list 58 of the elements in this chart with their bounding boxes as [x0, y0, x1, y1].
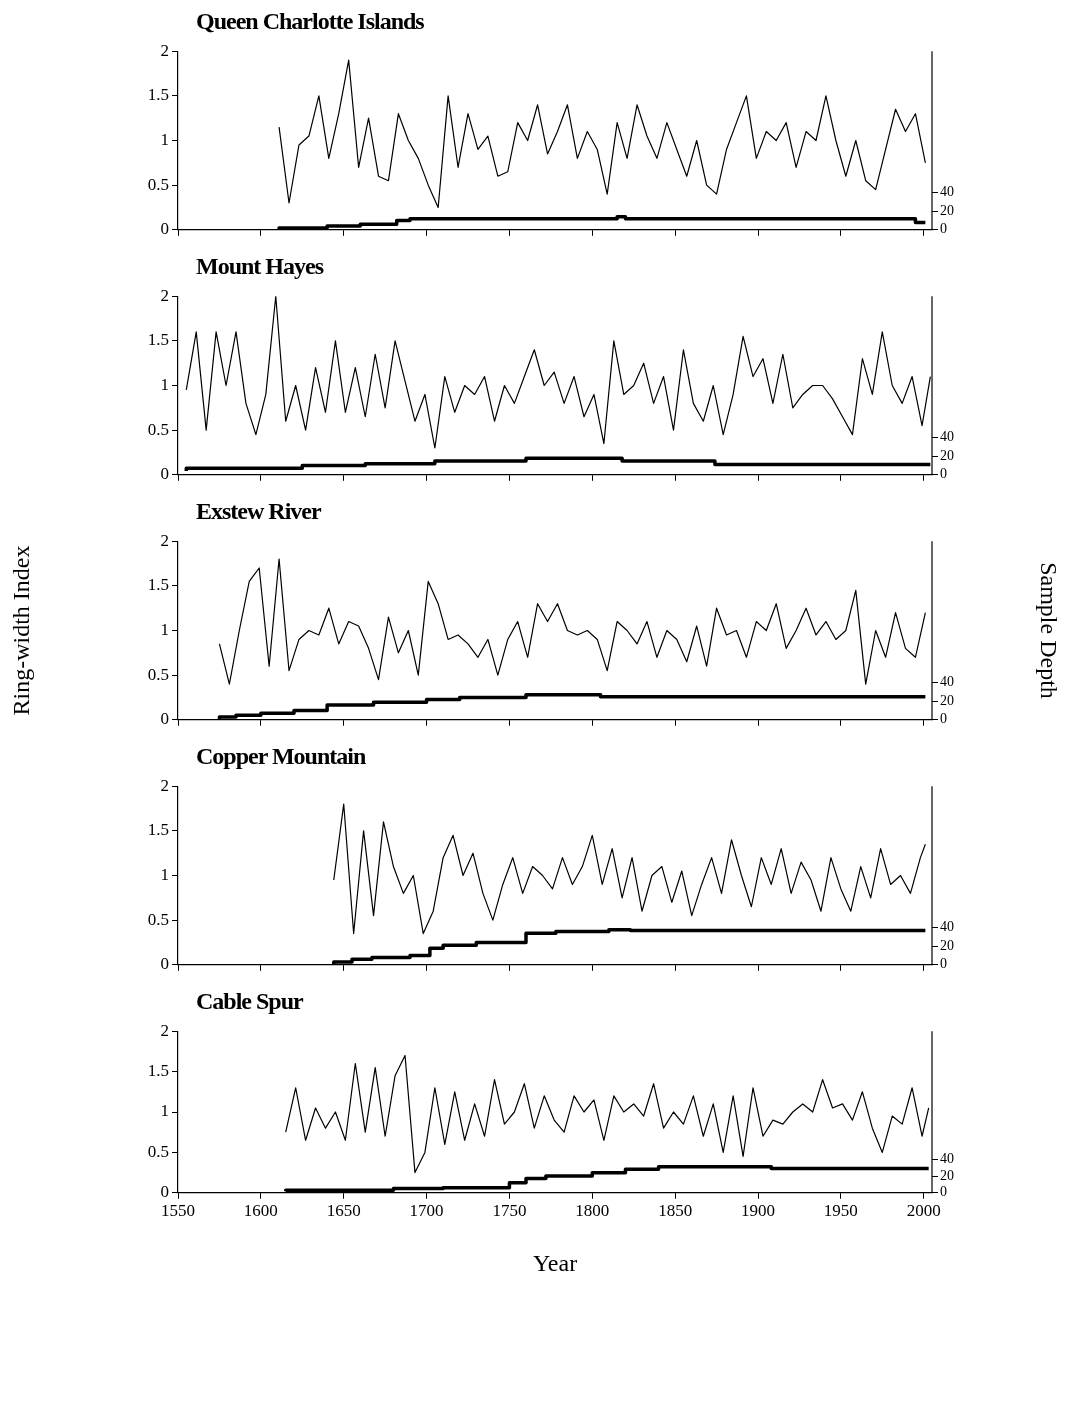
y-tick-label: 0.5 [147, 1141, 169, 1161]
x-tick-label: 1950 [823, 1201, 858, 1221]
y-tick-label: 2 [160, 40, 169, 60]
y-tick-label: 1.5 [147, 85, 169, 105]
y2-tick-label: 20 [940, 937, 954, 953]
y-tick-label: 0.5 [147, 419, 169, 439]
y-tick-label: 1 [160, 864, 169, 884]
x-tick-label: 1700 [409, 1201, 444, 1221]
y-tick-label: 1 [160, 374, 169, 394]
chart-title: Cable Spur [196, 988, 304, 1016]
y-axis-title: Ring-width Index [7, 545, 34, 716]
chart-title: Copper Mountain [196, 743, 367, 771]
y-tick-label: 2 [160, 530, 169, 550]
y-tick-label: 1.5 [147, 575, 169, 595]
y2-tick-label: 0 [940, 221, 947, 237]
y-tick-label: 2 [160, 285, 169, 305]
chart-title: Exstew River [196, 498, 322, 526]
y-tick-label: 0 [160, 1182, 169, 1202]
y-tick-label: 2 [160, 775, 169, 795]
y-tick-label: 1 [160, 619, 169, 639]
chart-title: Queen Charlotte Islands [196, 8, 425, 36]
y-tick-label: 1.5 [147, 1061, 169, 1081]
y-tick-label: 1 [160, 1101, 169, 1121]
x-tick-label: 1600 [243, 1201, 278, 1221]
y2-tick-label: 40 [940, 429, 954, 445]
y2-tick-label: 0 [940, 1184, 947, 1200]
y2-tick-label: 20 [940, 202, 954, 218]
y2-tick-label: 40 [940, 184, 954, 200]
y2-tick-label: 20 [940, 447, 954, 463]
x-axis-title: Year [532, 1249, 578, 1276]
y-tick-label: 0 [160, 464, 169, 484]
y2-tick-label: 20 [940, 692, 954, 708]
y2-tick-label: 40 [940, 1150, 954, 1166]
y-tick-label: 0.5 [147, 174, 169, 194]
y2-tick-label: 40 [940, 674, 954, 690]
x-tick-label: 1650 [326, 1201, 361, 1221]
x-tick-label: 1900 [741, 1201, 775, 1221]
y-tick-label: 0.5 [147, 664, 169, 684]
x-tick-label: 2000 [906, 1201, 941, 1221]
y-tick-label: 0 [160, 709, 169, 729]
y2-tick-label: 0 [940, 466, 947, 482]
x-tick-label: 1800 [575, 1201, 610, 1221]
x-tick-label: 1750 [492, 1201, 527, 1221]
y-tick-label: 2 [160, 1020, 169, 1040]
y2-tick-label: 0 [940, 711, 947, 727]
y2-tick-label: 40 [940, 919, 954, 935]
y-tick-label: 0 [160, 219, 169, 239]
x-tick-label: 1550 [161, 1201, 195, 1221]
y2-axis-title: Sample Depth [1036, 562, 1063, 699]
y-tick-label: 1 [160, 129, 169, 149]
y-tick-label: 1.5 [147, 330, 169, 350]
y2-tick-label: 0 [940, 956, 947, 972]
y-tick-label: 0 [160, 954, 169, 974]
y2-tick-label: 20 [940, 1167, 954, 1183]
chart-title: Mount Hayes [196, 253, 325, 281]
x-tick-label: 1850 [658, 1201, 693, 1221]
y-tick-label: 0.5 [147, 909, 169, 929]
y-tick-label: 1.5 [147, 820, 169, 840]
